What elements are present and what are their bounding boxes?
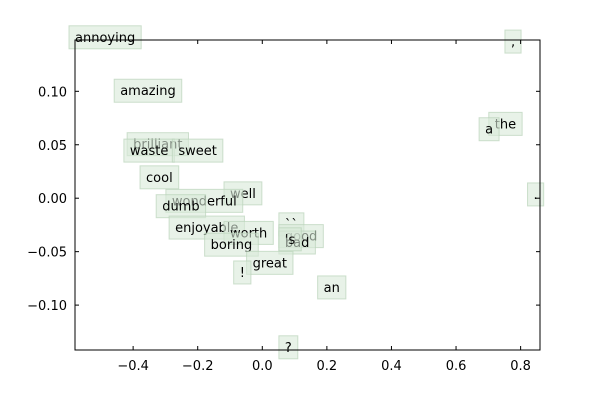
x-tick-label: 0.4 bbox=[381, 359, 402, 374]
word-point: an bbox=[317, 275, 347, 300]
word-point-box bbox=[68, 25, 142, 50]
word-point: , bbox=[504, 29, 522, 54]
word-point-label: a bbox=[485, 123, 493, 138]
y-tick-label: 0.00 bbox=[38, 192, 67, 207]
word-point-label: waste bbox=[130, 144, 168, 159]
plot-frame bbox=[74, 39, 541, 351]
x-tick-label: 0.2 bbox=[317, 359, 338, 374]
word-point-box bbox=[204, 232, 259, 257]
word-point: dumb bbox=[155, 194, 207, 219]
x-tick-label: −0.4 bbox=[117, 359, 149, 374]
word-point-box bbox=[113, 78, 183, 103]
word-point-label: 's bbox=[285, 233, 296, 248]
y-tick-label: −0.05 bbox=[27, 246, 67, 261]
word-point: 's bbox=[278, 227, 302, 252]
word-point-label: . bbox=[534, 188, 538, 203]
word-labels-layer: annoying,amazingtheabrilliantwastesweetc… bbox=[68, 25, 545, 360]
word-point-label: , bbox=[511, 35, 515, 50]
y-axis: −0.10 −0.05 0.00 0.05 0.10 bbox=[27, 85, 540, 314]
word-point-label: dumb bbox=[162, 200, 199, 215]
word-point: boring bbox=[204, 232, 259, 257]
word-point-label: sweet bbox=[178, 144, 217, 159]
word-point-box bbox=[317, 275, 347, 300]
y-tick-label: −0.10 bbox=[27, 299, 67, 314]
word-point: cool bbox=[139, 165, 180, 190]
word-point-box bbox=[139, 165, 180, 190]
y-tick-label: 0.10 bbox=[38, 85, 67, 100]
word-point-box bbox=[478, 117, 500, 142]
x-tick-label: 0.0 bbox=[252, 359, 273, 374]
x-tick-label: 0.8 bbox=[510, 359, 531, 374]
word-point-label: an bbox=[324, 281, 340, 296]
word-point-label: ! bbox=[240, 266, 245, 281]
word-point-label: cool bbox=[146, 171, 173, 186]
word-point: waste bbox=[123, 138, 175, 163]
word-point: ? bbox=[278, 335, 299, 360]
word-point: annoying bbox=[68, 25, 142, 50]
word-point-box bbox=[278, 335, 299, 360]
word-point: great bbox=[246, 250, 294, 275]
word-point-label: annoying bbox=[75, 31, 135, 46]
x-axis: −0.4 −0.2 0.0 0.2 0.4 0.6 0.8 bbox=[117, 40, 531, 374]
word-point-label: the bbox=[495, 117, 516, 132]
word-point-label: enjoyable bbox=[175, 221, 238, 236]
x-tick-label: 0.6 bbox=[446, 359, 467, 374]
word-point: ! bbox=[233, 260, 252, 285]
word-point-label: amazing bbox=[120, 84, 176, 99]
word-point-box bbox=[171, 138, 224, 163]
word-point: a bbox=[478, 117, 500, 142]
y-tick-label: 0.05 bbox=[38, 139, 67, 154]
word-point: sweet bbox=[171, 138, 224, 163]
word-point: . bbox=[527, 182, 545, 207]
word-point-label: boring bbox=[211, 238, 253, 253]
x-tick-label: −0.2 bbox=[182, 359, 214, 374]
word-point-box bbox=[278, 227, 302, 252]
word-point-label: ? bbox=[285, 341, 292, 356]
word-point-label: great bbox=[253, 256, 287, 271]
word-point: amazing bbox=[113, 78, 183, 103]
word-point-box bbox=[233, 260, 252, 285]
